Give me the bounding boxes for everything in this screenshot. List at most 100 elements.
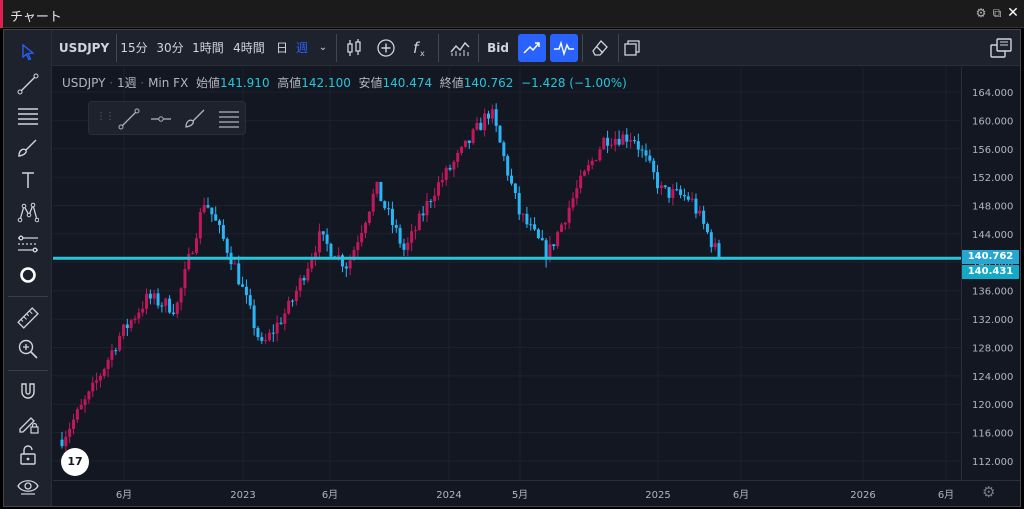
pattern-icon[interactable]	[16, 200, 40, 224]
candle-body	[417, 213, 421, 231]
interval-30m[interactable]: 30分	[156, 41, 184, 55]
interval-4h[interactable]: 4時間	[233, 41, 265, 55]
trend-toggle-icon[interactable]	[518, 34, 546, 62]
price-tick-label: 152.000	[972, 173, 1013, 184]
price-tick-label: 128.000	[972, 343, 1013, 354]
prediction-icon[interactable]	[16, 232, 40, 256]
ruler-icon[interactable]	[16, 306, 40, 330]
candle-body	[448, 167, 452, 170]
trendline-icon[interactable]	[16, 72, 40, 96]
chevron-down-icon[interactable]: ⌄	[318, 42, 328, 53]
svg-text:f: f	[413, 39, 421, 57]
candle-body	[114, 350, 118, 352]
candle-body	[694, 198, 698, 214]
candle-body	[552, 244, 556, 247]
candle-body	[490, 109, 494, 119]
trendline-icon[interactable]	[117, 107, 141, 131]
candle-body	[598, 149, 602, 161]
candle-body	[702, 210, 706, 224]
window-titlebar: チャート ⚙ ⧉ ✕	[0, 0, 1024, 28]
popout-icon[interactable]: ⧉	[992, 6, 1002, 20]
interval-day[interactable]: 日	[275, 41, 288, 55]
eye-icon[interactable]	[16, 474, 40, 498]
candle-body	[529, 224, 533, 226]
price-source-button[interactable]: Bid	[487, 41, 509, 55]
candle-body	[629, 140, 633, 142]
candle-body	[698, 210, 702, 214]
legend-close-label: 終値	[439, 76, 464, 90]
eraser-icon[interactable]	[586, 34, 614, 62]
candlestick-icon[interactable]	[340, 34, 368, 62]
candle-body	[579, 175, 583, 189]
chart-style-icon[interactable]	[446, 34, 474, 62]
candle-body	[613, 138, 617, 145]
legend-close: 140.762	[463, 76, 514, 90]
multi-window-icon[interactable]	[987, 34, 1015, 62]
chart-plot-area[interactable]	[53, 67, 961, 480]
interval-15m[interactable]: 15分	[120, 41, 148, 55]
pulse-toggle-icon[interactable]	[550, 34, 578, 62]
floating-drawing-toolbar: ⋮⋮	[88, 101, 246, 135]
candle-body	[671, 189, 675, 198]
toolbar-divider	[582, 34, 583, 62]
axis-settings-icon[interactable]: ⚙	[982, 483, 996, 501]
candle-body	[344, 266, 348, 269]
candle-body	[675, 189, 679, 191]
candle-body	[72, 419, 76, 429]
symbol-button[interactable]: USDJPY	[58, 41, 110, 55]
time-tick-label: 6月	[116, 489, 132, 501]
candle-body	[394, 225, 398, 228]
fib-icon[interactable]	[16, 104, 40, 128]
magnet-icon[interactable]	[16, 379, 40, 403]
settings-icon[interactable]: ⚙	[975, 6, 987, 20]
zoom-in-icon[interactable]	[16, 337, 40, 361]
candle-body	[237, 263, 241, 285]
candle-body	[121, 324, 125, 336]
candle-body	[571, 198, 575, 208]
tool-divider	[8, 296, 48, 297]
candle-body	[533, 224, 537, 230]
candle-body	[352, 250, 356, 261]
candle-body	[540, 238, 544, 241]
candle-body	[160, 305, 164, 307]
fib-icon[interactable]	[217, 107, 241, 131]
unlock-icon[interactable]	[16, 443, 40, 467]
add-compare-icon[interactable]	[372, 34, 400, 62]
price-tick-label: 144.000	[972, 230, 1013, 241]
candle-body	[317, 231, 321, 253]
candle-body	[294, 290, 298, 301]
candle-body	[502, 142, 506, 157]
candle-body	[298, 278, 302, 291]
text-icon[interactable]	[16, 168, 40, 192]
candle-body	[321, 231, 325, 235]
interval-week[interactable]: 週	[295, 41, 308, 55]
interval-1h[interactable]: 1時間	[192, 41, 224, 55]
candle-body	[705, 223, 709, 233]
lock-pencil-icon[interactable]	[16, 411, 40, 435]
price-tick-label: 156.000	[972, 145, 1013, 156]
brush-icon[interactable]	[183, 107, 207, 131]
drag-handle-icon[interactable]: ⋮⋮	[96, 111, 115, 122]
candle-body	[371, 193, 375, 212]
window-title: チャート	[10, 10, 62, 25]
candle-body	[137, 312, 141, 319]
candle-body	[191, 253, 195, 255]
time-axis[interactable]: 6月 2023 6月 2024 5月 2025 6月 2026 6月	[53, 480, 1020, 506]
candle-body	[479, 122, 483, 131]
horizontal-line-icon[interactable]	[149, 107, 173, 131]
candle-body	[471, 129, 475, 143]
close-icon[interactable]: ✕	[1007, 5, 1019, 21]
candle-body	[214, 214, 218, 221]
candle-body	[256, 327, 260, 338]
cursor-icon[interactable]	[16, 40, 40, 64]
candle-body	[106, 359, 110, 369]
layout-icon[interactable]	[618, 34, 646, 62]
svg-text:x: x	[420, 49, 425, 58]
series-legend: USDJPY · 1週 · Min FX 始値141.910 高値142.100…	[62, 76, 627, 90]
tradingview-logo[interactable]: 17	[61, 448, 89, 476]
brush-icon[interactable]	[16, 136, 40, 160]
circle-icon[interactable]	[16, 263, 40, 287]
candle-body	[364, 222, 368, 233]
candle-body	[525, 213, 529, 225]
